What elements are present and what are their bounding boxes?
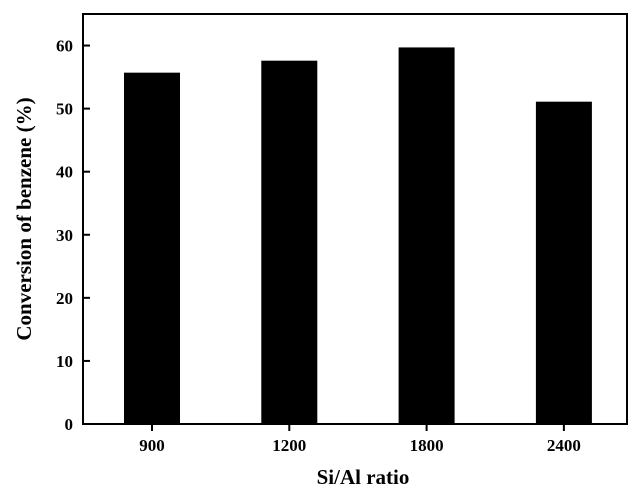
y-tick-label: 30 (56, 226, 73, 245)
plot-frame (82, 13, 628, 425)
plot-area-border (82, 13, 628, 425)
y-tick-label: 20 (56, 289, 73, 308)
bar-1200 (261, 60, 318, 425)
x-axis-ticks: 900 1200 1800 2400 (139, 424, 581, 455)
bar-1800 (398, 47, 455, 424)
y-tick-label: 10 (56, 352, 73, 371)
bar-900 (124, 72, 180, 425)
x-tick-label: 1200 (272, 436, 306, 455)
x-axis-title: Si/Al ratio (317, 465, 410, 489)
x-tick-label: 2400 (547, 436, 581, 455)
bars (124, 47, 592, 425)
x-tick-label: 900 (139, 436, 165, 455)
bar-2400 (535, 101, 592, 424)
y-tick-label: 40 (56, 163, 73, 182)
y-tick-label: 0 (65, 415, 74, 434)
y-tick-label: 50 (56, 100, 73, 119)
y-axis-title: Conversion of benzene (%) (12, 97, 36, 340)
y-axis-ticks: 0 10 20 30 40 50 60 (56, 37, 90, 434)
y-tick-label: 60 (56, 37, 73, 56)
x-tick-label: 1800 (410, 436, 444, 455)
